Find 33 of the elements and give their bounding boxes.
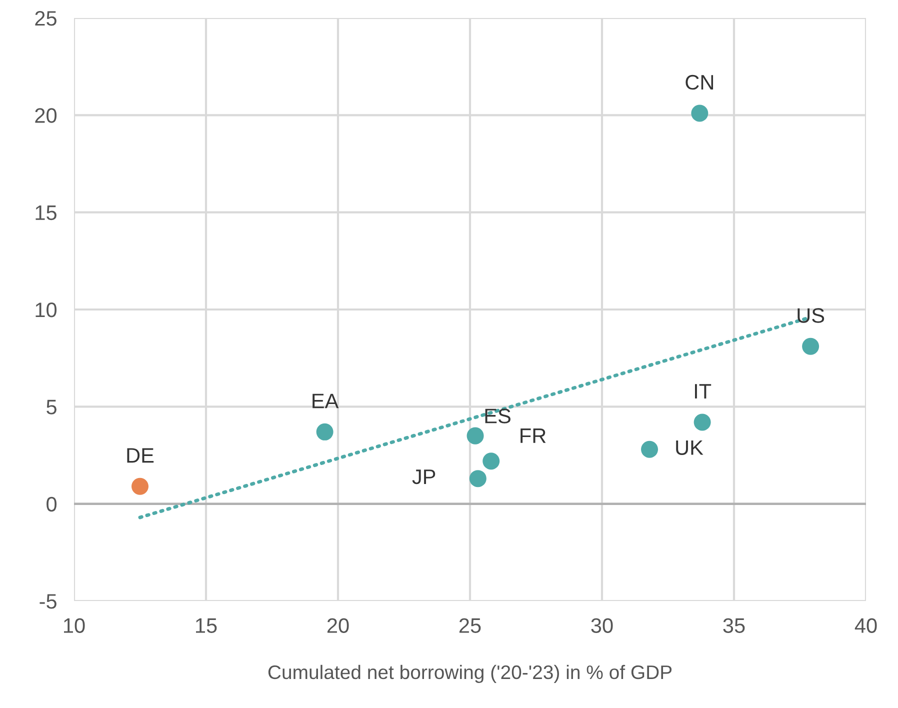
x-tick-label: 20 — [327, 618, 349, 633]
point — [469, 470, 486, 488]
annotation: DE — [127, 448, 154, 463]
annotation: FR — [520, 428, 546, 443]
point — [802, 338, 820, 355]
x-tick-label: 15 — [196, 618, 217, 633]
x-tick-label: 30 — [591, 618, 613, 633]
y-tick-label: 0 — [46, 496, 57, 512]
x-tick-label: 25 — [459, 618, 481, 633]
y-tick-label: 20 — [35, 108, 57, 123]
point — [482, 452, 500, 470]
y-tick-label: -5 — [40, 594, 56, 609]
x-tick-label: 10 — [64, 618, 85, 633]
y-tick-label: 10 — [36, 302, 57, 318]
annotation: JP — [412, 470, 436, 484]
annotation: CN — [686, 74, 714, 90]
annotation: IT — [694, 384, 712, 398]
x-tick-label: 35 — [723, 618, 745, 633]
annotation: UK — [676, 440, 704, 456]
y-tick-label: 25 — [35, 11, 56, 26]
annotation: EA — [312, 394, 339, 408]
point — [694, 414, 711, 431]
y-tick-label: 15 — [36, 206, 56, 220]
point — [131, 478, 149, 495]
y-tick-label: 5 — [46, 400, 56, 414]
annotation: US — [798, 308, 824, 323]
point — [691, 104, 708, 122]
annotation: ES — [485, 408, 510, 424]
point — [466, 427, 484, 444]
x-axis-title: Cumulated net borrowing ('20-'23) in % of GDP — [268, 664, 672, 683]
point — [641, 440, 658, 458]
point — [316, 423, 334, 440]
x-tick-label: 40 — [854, 618, 877, 633]
